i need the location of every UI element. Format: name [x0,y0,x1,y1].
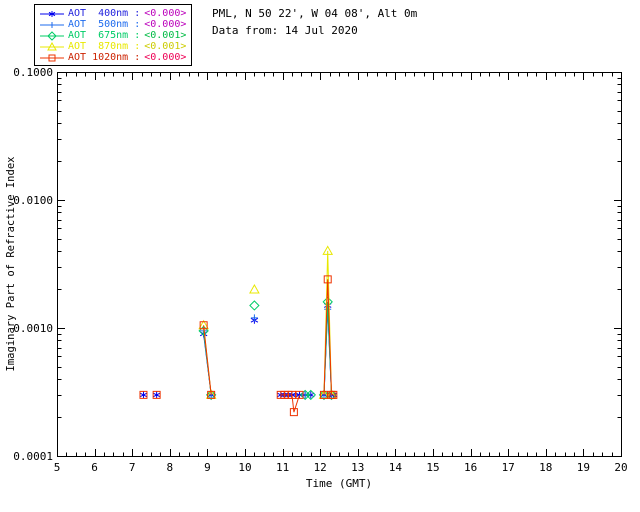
legend-value-675nm: <0.001> [144,30,187,41]
x-tick-label: 16 [464,461,477,474]
y-tick-label: 0.0001 [13,450,53,463]
y-tick-label: 0.0100 [13,194,53,207]
legend-label-400nm: AOT 400nm : [68,8,141,19]
x-tick-label: 9 [204,461,211,474]
legend-item-870nm: AOT 870nm : <0.001> [39,41,186,52]
x-tick-label: 11 [276,461,289,474]
y-tick-label: 0.1000 [13,66,53,79]
data-date: Data from: 14 Jul 2020 [212,24,358,37]
legend-marker-870nm [40,41,64,50]
x-tick-label: 10 [238,461,251,474]
data-point-marker [329,390,338,399]
series-870nm [198,245,337,399]
y-tick-label: 0.0010 [13,322,53,335]
series-line [203,309,332,395]
legend-marker-400nm [40,10,64,17]
x-tick-label: 20 [614,461,627,474]
x-tick-label: 18 [539,461,552,474]
data-point-marker [207,390,216,399]
y-axis-title: Imaginary Part of Refractive Index [5,157,17,372]
legend-sample-glyph [40,54,64,61]
legend-item-1020nm: AOT 1020nm : <0.000> [39,52,186,63]
x-tick-label: 15 [426,461,439,474]
legend-marker-1020nm [40,54,64,61]
x-tick-label: 19 [577,461,590,474]
legend-item-500nm: AOT 500nm : <0.000> [39,19,186,30]
data-point-marker [199,321,208,330]
x-tick-label: 14 [389,461,403,474]
data-point-marker [289,408,298,417]
x-tick-label: 5 [54,461,61,474]
series-line [203,279,334,413]
data-point-marker [198,325,209,337]
major-ticks [57,72,622,457]
x-tick-label: 12 [314,461,327,474]
series-400nm [139,301,338,399]
data-point-marker [288,390,296,399]
legend-sample-glyph [40,30,64,41]
legend-marker-675nm [40,30,64,41]
legend-label-1020nm: AOT 1020nm : [68,52,141,63]
legend-marker-500nm [40,21,64,28]
legend-item-400nm: AOT 400nm : <0.000> [39,8,186,19]
x-tick-label: 7 [129,461,136,474]
legend-box: AOT 400nm : <0.000> AOT 500nm : <0.000> … [34,4,193,66]
legend-sample-glyph [40,10,64,17]
data-point-marker [139,390,148,399]
legend-value-870nm: <0.001> [144,41,187,52]
data-point-marker [249,283,260,294]
minor-ticks [58,73,621,456]
x-tick-label: 13 [351,461,364,474]
x-tick-label: 17 [502,461,515,474]
data-point-marker [319,390,328,399]
series-line [203,301,332,396]
axes [57,72,622,457]
legend-sample-glyph [40,41,64,50]
station-info: PML, N 50 22', W 04 08', Alt 0m [212,7,418,20]
data-point-marker [322,245,334,255]
data-point-marker [152,390,161,399]
data-point-marker [322,296,333,308]
data-point-marker [152,391,161,399]
legend-item-675nm: AOT 675nm : <0.001> [39,30,186,41]
legend-value-400nm: <0.000> [144,8,187,19]
legend-label-675nm: AOT 675nm : [68,30,141,41]
data-point-marker [139,391,148,399]
series-line [203,305,334,396]
series-675nm [198,296,337,401]
legend-value-500nm: <0.000> [144,19,187,30]
x-tick-label: 6 [91,461,98,474]
x-axis-title: Time (GMT) [306,477,372,490]
axis-tick-labels: 5 6 7 8 9 10 11 12 13 14 15 16 17 18 19 20 0.0001 0.0010 0… [5,66,628,490]
plot-frame [57,72,622,457]
series-1020nm [139,275,338,417]
data-point-marker [250,314,258,322]
data-point-marker [305,389,317,401]
legend-value-1020nm: <0.000> [144,52,187,63]
data-point-marker [323,275,332,284]
legend-label-870nm: AOT 870nm : [68,41,141,52]
legend-label-500nm: AOT 500nm : [68,19,141,30]
legend-sample-glyph [40,21,64,28]
x-tick-label: 8 [166,461,173,474]
series-line [203,250,332,395]
series-500nm [200,305,335,399]
data-point-marker [249,300,260,311]
data-point-marker [295,390,304,399]
